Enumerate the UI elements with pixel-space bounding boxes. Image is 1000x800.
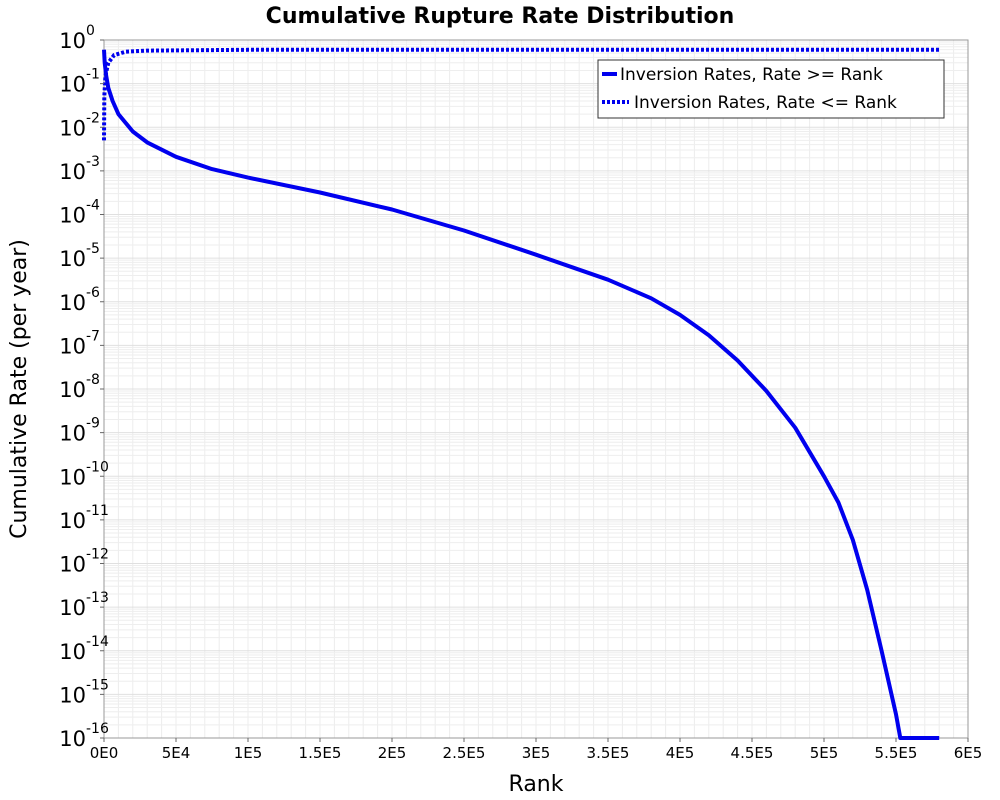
legend-label-rate-le-rank: Inversion Rates, Rate <= Rank <box>634 93 897 113</box>
y-tick-exponent: -4 <box>86 198 100 214</box>
y-tick-label: 10 <box>59 29 86 53</box>
legend-label-rate-ge-rank: Inversion Rates, Rate >= Rank <box>620 65 883 85</box>
y-tick-exponent: -16 <box>86 721 109 737</box>
legend-box <box>597 59 945 119</box>
y-tick-labels: 10 010 -110 -210 -310 -410 -510 -610 -710 -810 -91… <box>59 23 109 751</box>
y-tick-exponent: -13 <box>86 590 109 606</box>
x-tick-label: 5E5 <box>810 744 839 762</box>
y-tick-label: 10 <box>59 509 86 533</box>
y-tick-label: 10 <box>59 291 86 315</box>
y-tick-label: 10 <box>59 422 86 446</box>
series-line-rate-ge-rank <box>102 49 940 740</box>
y-tick-exponent: -11 <box>86 503 109 519</box>
y-tick-exponent: -12 <box>86 547 109 563</box>
y-tick-exponent: -10 <box>86 459 109 475</box>
x-tick-label: 2.5E5 <box>443 744 486 762</box>
y-tick-label: 10 <box>59 465 86 489</box>
y-tick-label: 10 <box>59 640 86 664</box>
y-tick-label: 10 <box>59 334 86 358</box>
y-tick-exponent: -6 <box>86 285 100 301</box>
x-tick-label: 1E5 <box>234 744 263 762</box>
x-tick-label: 4E5 <box>666 744 695 762</box>
y-tick-label: 10 <box>59 73 86 97</box>
y-tick-exponent: -3 <box>86 154 100 170</box>
x-tick-label: 3E5 <box>522 744 551 762</box>
y-tick-label: 10 <box>59 204 86 228</box>
y-tick-exponent: -2 <box>86 110 100 126</box>
series-line-rate-le-rank <box>102 47 940 141</box>
y-tick-exponent: -8 <box>86 372 100 388</box>
x-tick-labels: 0E0 5E4 1E5 1.5E5 2E5 2.5E5 3E5 3.5E5 4E5 4.5E5 5E… <box>90 738 983 762</box>
y-tick-label: 10 <box>59 247 86 271</box>
x-tick-label: 5.5E5 <box>875 744 918 762</box>
y-tick-exponent: -14 <box>86 634 109 650</box>
y-tick-exponent: -15 <box>86 677 109 693</box>
y-tick-label: 10 <box>59 378 86 402</box>
y-tick-label: 10 <box>59 553 86 577</box>
y-tick-label: 10 <box>59 727 86 751</box>
grid <box>103 40 969 739</box>
y-tick-exponent: -1 <box>86 67 100 83</box>
x-tick-label: 4.5E5 <box>731 744 774 762</box>
y-tick-exponent: -5 <box>86 241 100 257</box>
y-axis-label: Cumulative Rate (per year) <box>7 239 32 539</box>
x-tick-label: 3.5E5 <box>587 744 630 762</box>
y-tick-label: 10 <box>59 160 86 184</box>
legend: Inversion Rates, Rate >= Rank Inversion … <box>597 59 945 119</box>
x-tick-label: 1.5E5 <box>299 744 342 762</box>
series-layer <box>102 47 940 740</box>
x-tick-label: 0E0 <box>90 744 119 762</box>
x-tick-label: 6E5 <box>954 744 983 762</box>
y-tick-exponent: 0 <box>86 23 95 39</box>
y-tick-label: 10 <box>59 683 86 707</box>
x-tick-label: 2E5 <box>378 744 407 762</box>
chart-title: Cumulative Rupture Rate Distribution <box>266 4 735 29</box>
y-tick-exponent: -9 <box>86 416 100 432</box>
y-tick-exponent: -7 <box>86 328 100 344</box>
y-tick-label: 10 <box>59 596 86 620</box>
y-tick-label: 10 <box>59 116 86 140</box>
x-axis-label: Rank <box>509 772 564 797</box>
x-tick-label: 5E4 <box>162 744 191 762</box>
